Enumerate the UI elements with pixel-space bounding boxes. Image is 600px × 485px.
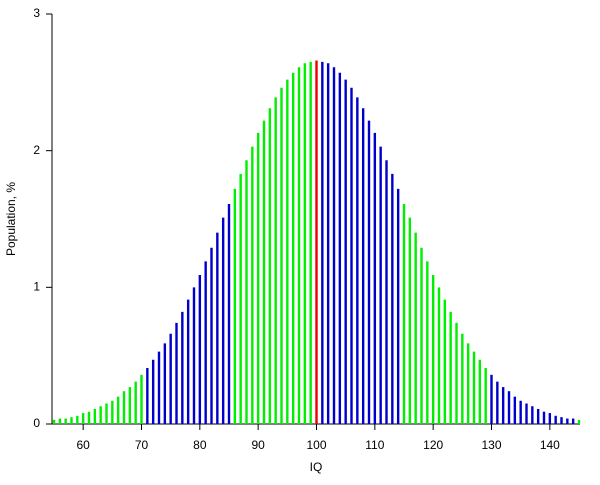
x-tick-label: 100 (306, 438, 326, 452)
y-tick-label: 0 (33, 416, 40, 430)
y-tick-label: 2 (33, 143, 40, 157)
y-tick-label: 3 (33, 6, 40, 20)
y-axis-label: Population, % (4, 182, 18, 256)
x-axis-label: IQ (310, 460, 323, 474)
x-tick-label: 120 (423, 438, 443, 452)
x-tick-label: 130 (481, 438, 501, 452)
x-tick-label: 90 (251, 438, 265, 452)
x-tick-label: 70 (135, 438, 149, 452)
x-tick-label: 80 (193, 438, 207, 452)
x-tick-label: 60 (76, 438, 90, 452)
x-tick-label: 140 (540, 438, 560, 452)
y-tick-label: 1 (33, 280, 40, 294)
x-tick-label: 110 (365, 438, 384, 452)
